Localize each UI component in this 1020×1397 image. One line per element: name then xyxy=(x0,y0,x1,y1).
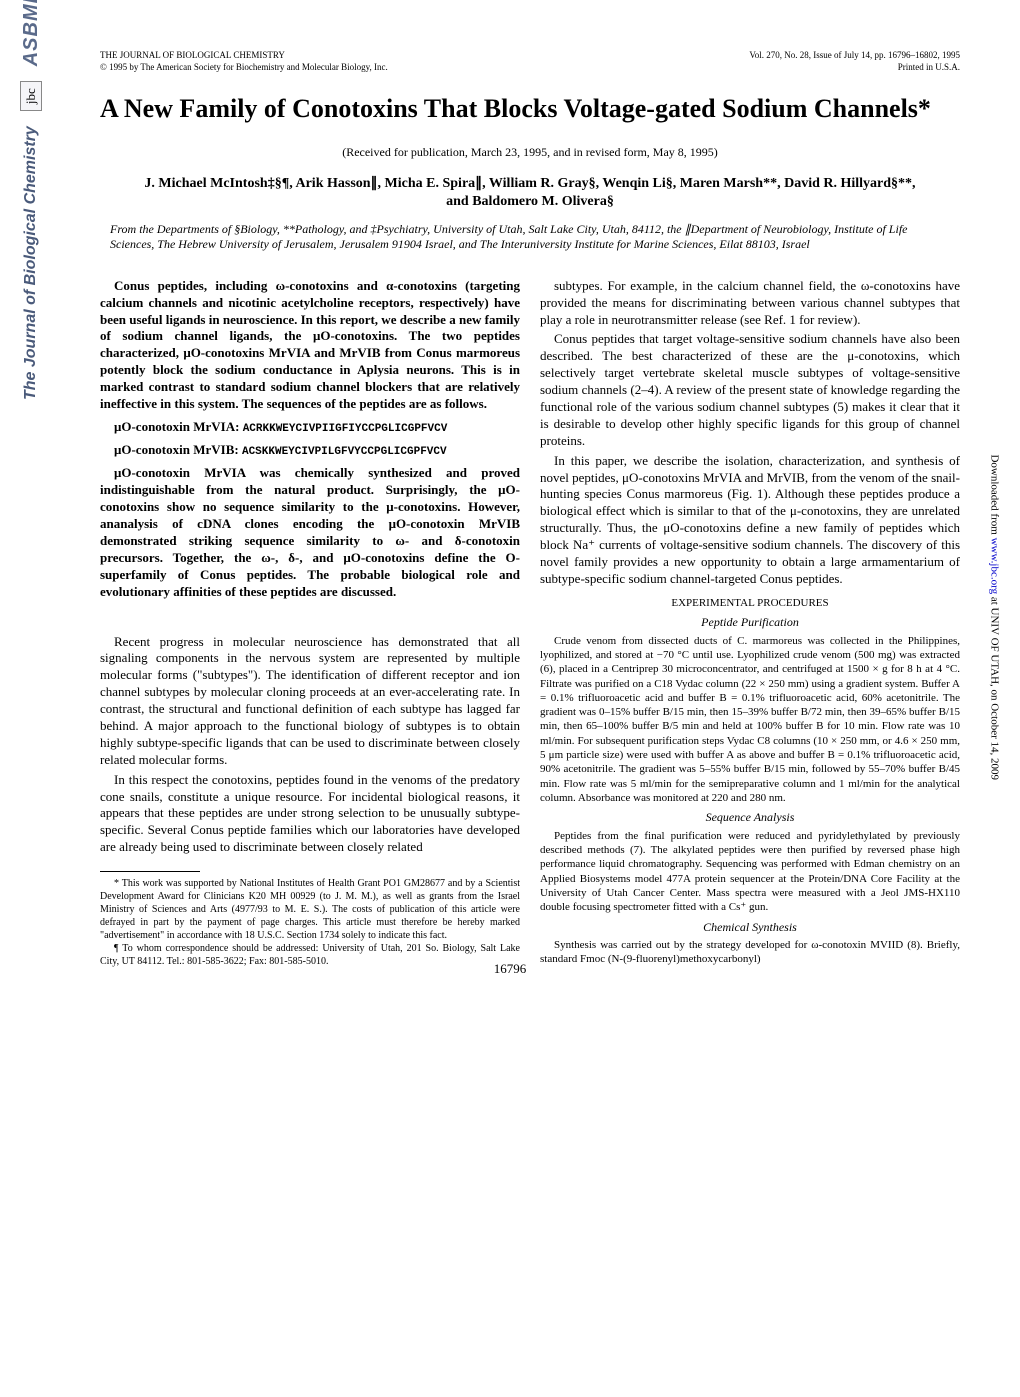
download-suffix: at UNIV OF UTAH, on October 14, 2009 xyxy=(989,594,1001,780)
main-columns: Conus peptides, including ω-conotoxins a… xyxy=(100,278,960,968)
seq2-label: μO-conotoxin MrVIB: xyxy=(114,442,239,457)
copyright: © 1995 by The American Society for Bioch… xyxy=(100,62,388,74)
right-body: subtypes. For example, in the calcium ch… xyxy=(540,278,960,588)
sequence-2-row: μO-conotoxin MrVIB: ACSKKWEYCIVPILGFVYCC… xyxy=(100,442,520,459)
experimental-heading: EXPERIMENTAL PROCEDURES xyxy=(540,596,960,610)
intro-p2: In this respect the conotoxins, peptides… xyxy=(100,772,520,856)
footnotes: * This work was supported by National In… xyxy=(100,877,520,968)
sidebar-journal-name: The Journal of Biological Chemistry xyxy=(21,126,42,400)
intro-p1: Recent progress in molecular neuroscienc… xyxy=(100,634,520,769)
right-sidebar: Downloaded from www.jbc.org at UNIV OF U… xyxy=(988,454,1002,780)
right-p4: Crude venom from dissected ducts of C. m… xyxy=(540,634,960,806)
footnote-1: * This work was supported by National In… xyxy=(100,877,520,942)
sidebar-asbmb: ASBMB xyxy=(18,0,44,66)
authors: J. Michael McIntosh‡§¶, Arik Hasson∥, Mi… xyxy=(100,175,960,211)
intro-body: Recent progress in molecular neuroscienc… xyxy=(100,634,520,857)
abstract: Conus peptides, including ω-conotoxins a… xyxy=(100,278,520,601)
footnote-separator xyxy=(100,871,200,872)
seq1-label: μO-conotoxin MrVIA: xyxy=(114,419,239,434)
printed-in: Printed in U.S.A. xyxy=(749,62,960,74)
abstract-p2: μO-conotoxin MrVIA was chemically synthe… xyxy=(100,465,520,600)
abstract-p1: Conus peptides, including ω-conotoxins a… xyxy=(100,278,520,413)
chemical-synthesis-heading: Chemical Synthesis xyxy=(540,920,960,936)
sidebar-jbc-box: jbc xyxy=(20,81,43,111)
sequence-analysis-heading: Sequence Analysis xyxy=(540,810,960,826)
right-p5: Peptides from the final purification wer… xyxy=(540,829,960,915)
download-link[interactable]: www.jbc.org xyxy=(989,538,1001,595)
right-p1: subtypes. For example, in the calcium ch… xyxy=(540,278,960,329)
download-prefix: Downloaded from xyxy=(989,454,1001,537)
journal-name: THE JOURNAL OF BIOLOGICAL CHEMISTRY xyxy=(100,50,388,62)
left-sidebar: The Journal of Biological Chemistry jbc … xyxy=(18,0,44,400)
purification-heading: Peptide Purification xyxy=(540,615,960,631)
sequence-1-row: μO-conotoxin MrVIA: ACRKKWEYCIVPIIGFIYCC… xyxy=(100,419,520,436)
right-column: subtypes. For example, in the calcium ch… xyxy=(540,278,960,968)
article-title: A New Family of Conotoxins That Blocks V… xyxy=(100,93,960,124)
issue-info: Vol. 270, No. 28, Issue of July 14, pp. … xyxy=(749,50,960,62)
seq1-sequence: ACRKKWEYCIVPIIGFIYCCPGLICGPFVCV xyxy=(243,423,448,435)
sequence-analysis-text: Peptides from the final purification wer… xyxy=(540,829,960,915)
page-number: 16796 xyxy=(494,961,527,978)
purification-text: Crude venom from dissected ducts of C. m… xyxy=(540,634,960,806)
left-column: Conus peptides, including ω-conotoxins a… xyxy=(100,278,520,968)
right-p3: In this paper, we describe the isolation… xyxy=(540,453,960,588)
footnote-2: ¶ To whom correspondence should be addre… xyxy=(100,942,520,968)
received-date: (Received for publication, March 23, 199… xyxy=(100,145,960,161)
right-p2: Conus peptides that target voltage-sensi… xyxy=(540,331,960,449)
right-p6: Synthesis was carried out by the strateg… xyxy=(540,938,960,967)
seq2-sequence: ACSKKWEYCIVPILGFVYCCPGLICGPFVCV xyxy=(242,446,447,458)
page-header: THE JOURNAL OF BIOLOGICAL CHEMISTRY © 19… xyxy=(100,50,960,73)
chemical-synthesis-text: Synthesis was carried out by the strateg… xyxy=(540,938,960,967)
affiliations: From the Departments of §Biology, **Path… xyxy=(100,222,960,253)
